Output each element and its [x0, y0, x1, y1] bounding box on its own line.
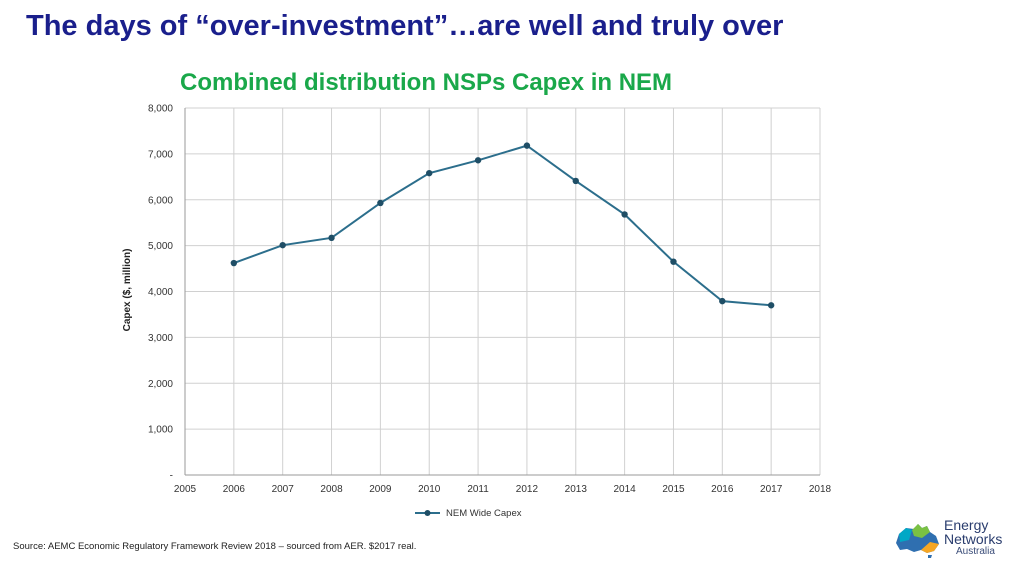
- data-point: [377, 199, 384, 207]
- chart-title: Combined distribution NSPs Capex in NEM: [180, 69, 673, 96]
- label-layer: - 1,000 2,000 3,000 4,000 5,000 6,000 7,000 8,00…: [148, 104, 832, 496]
- source-note: Source: AEMC Economic Regulatory Framewo…: [13, 541, 417, 552]
- data-point: [328, 234, 335, 242]
- y-tick-label: -: [170, 471, 173, 482]
- slide-title: The days of “over-investment”…are well a…: [26, 10, 784, 42]
- series-layer: [230, 142, 775, 309]
- data-point: [279, 241, 286, 249]
- x-tick-label: 2008: [320, 484, 343, 495]
- x-tick-label: 2011: [467, 484, 489, 495]
- australia-map-icon: [896, 524, 939, 558]
- data-point: [230, 259, 238, 267]
- y-tick-label: 1,000: [148, 425, 173, 436]
- x-tick-label: 2017: [760, 484, 783, 495]
- y-tick-label: 3,000: [148, 333, 173, 344]
- grid-layer: [184, 107, 821, 476]
- data-point: [670, 258, 677, 265]
- logo-line-3: Australia: [956, 546, 995, 557]
- logo-line-1: Energy: [944, 517, 989, 533]
- axis-layer: [184, 108, 820, 476]
- y-tick-label: 6,000: [148, 195, 173, 206]
- data-point: [474, 157, 482, 164]
- legend-marker: [424, 510, 431, 516]
- x-tick-label: 2013: [565, 484, 588, 495]
- data-point: [621, 211, 628, 218]
- energy-networks-australia-logo: Energy Networks Australia: [894, 515, 1020, 565]
- x-tick-label: 2015: [662, 484, 685, 495]
- y-axis-label: Capex ($, million): [122, 249, 133, 332]
- x-tick-label: 2014: [613, 484, 636, 495]
- y-tick-label: 5,000: [148, 241, 173, 252]
- y-tick-label: 8,000: [148, 104, 173, 115]
- y-tick-label: 2,000: [148, 379, 173, 390]
- x-tick-label: 2010: [418, 484, 441, 495]
- data-point: [523, 142, 531, 149]
- x-tick-label: 2005: [174, 484, 197, 495]
- x-tick-label: 2007: [272, 484, 295, 495]
- x-tick-label: 2006: [223, 484, 246, 495]
- legend-label: NEM Wide Capex: [446, 508, 522, 519]
- logo-line-2: Networks: [944, 531, 1003, 547]
- y-tick-label: 7,000: [148, 149, 173, 160]
- capex-line-chart: - 1,000 2,000 3,000 4,000 5,000 6,000 7,000 8,00…: [122, 104, 832, 520]
- data-point: [719, 297, 726, 305]
- legend: NEM Wide Capex: [415, 508, 522, 519]
- x-tick-label: 2016: [711, 484, 734, 495]
- x-tick-label: 2009: [369, 484, 392, 495]
- x-tick-label: 2012: [516, 484, 539, 495]
- y-tick-label: 4,000: [148, 287, 173, 298]
- data-point: [426, 169, 433, 177]
- data-point: [572, 177, 579, 185]
- x-tick-label: 2018: [809, 484, 832, 495]
- series-line-nem-wide-capex: [233, 144, 772, 307]
- data-point: [767, 302, 775, 309]
